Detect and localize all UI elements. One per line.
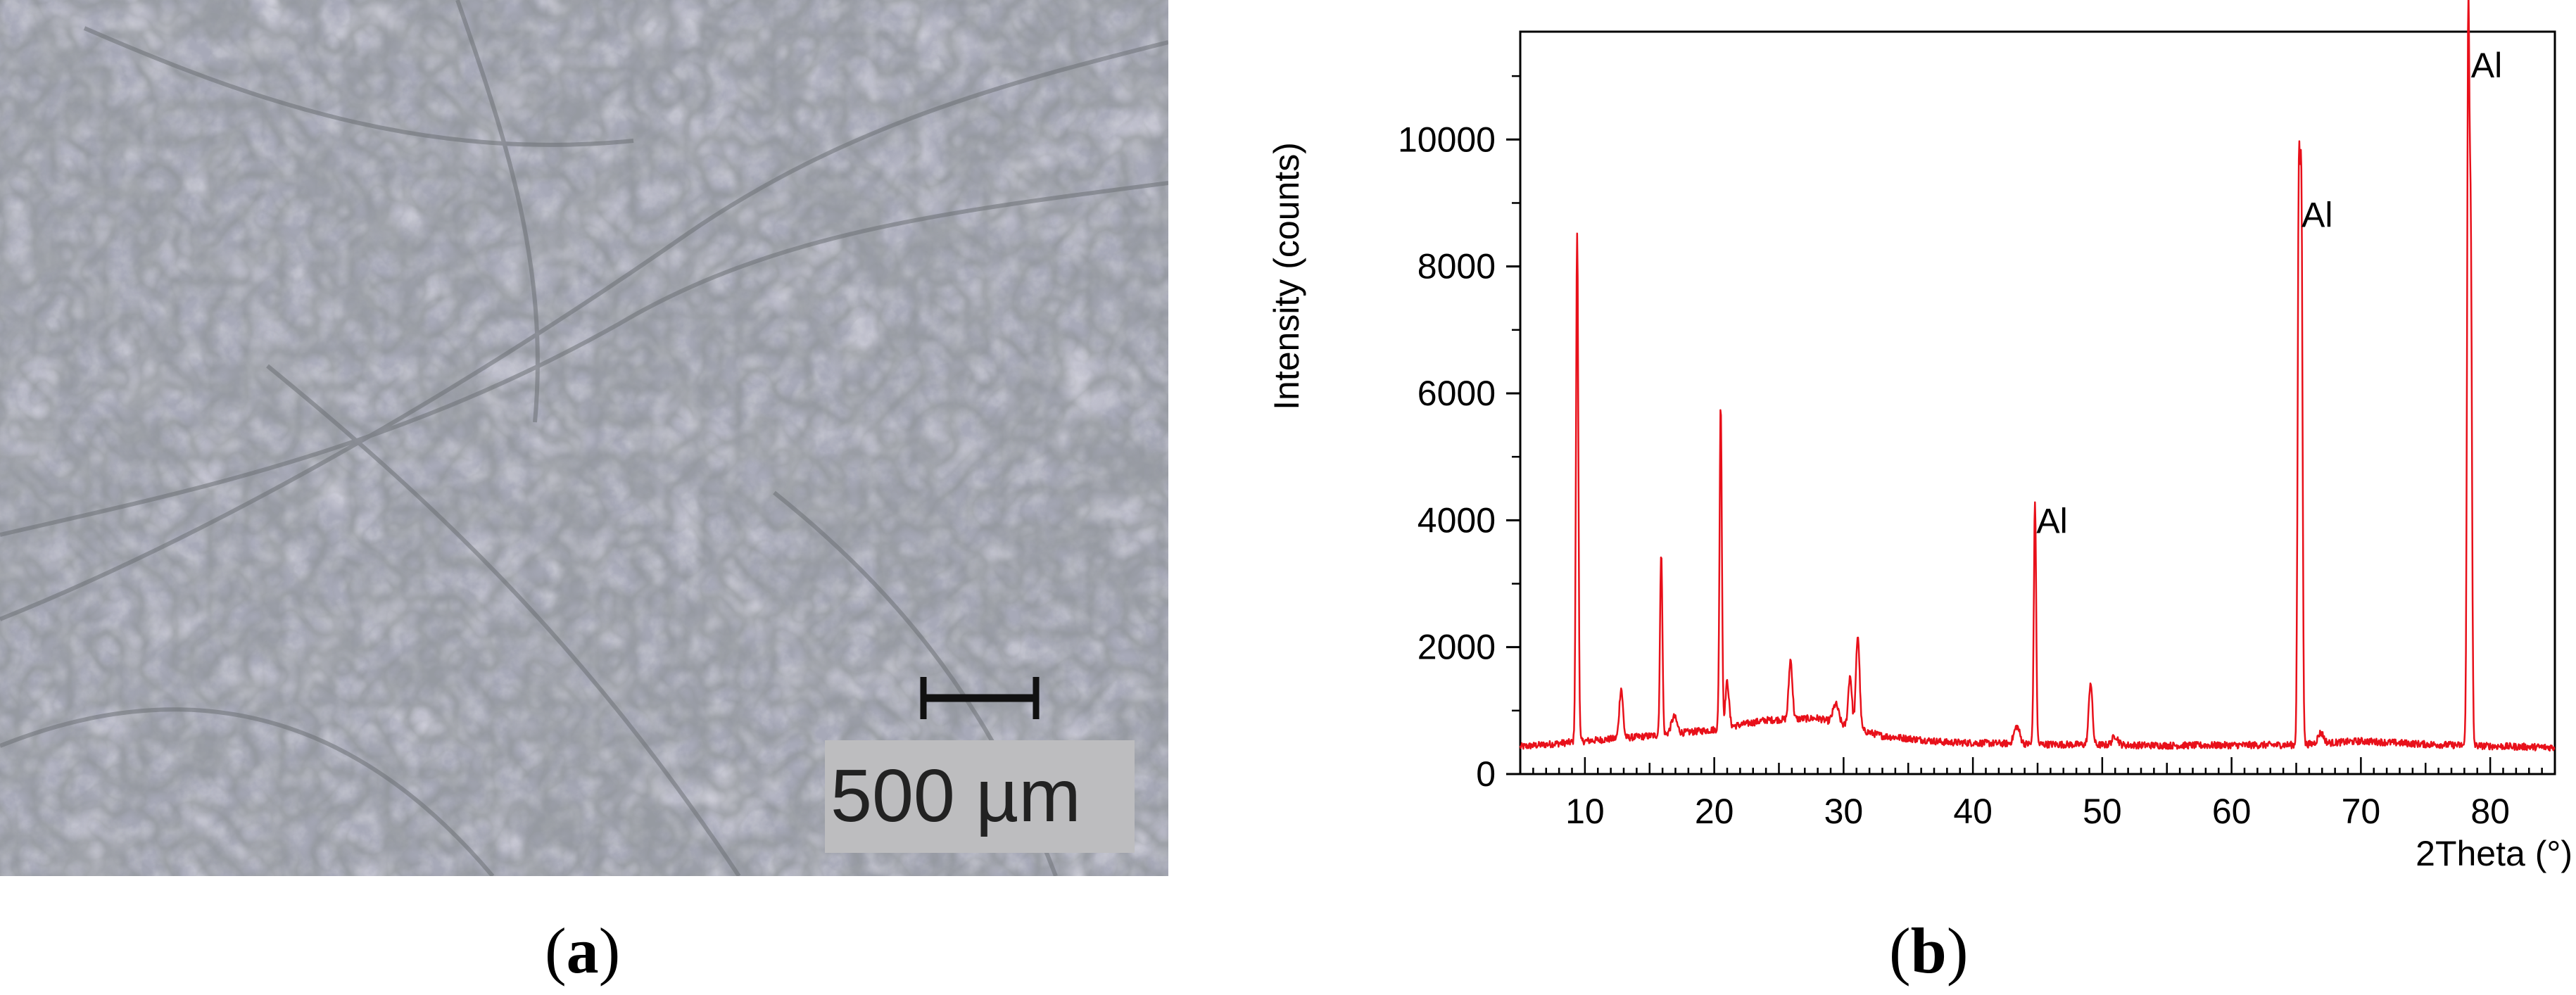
x-tick-label: 40: [1953, 792, 1993, 831]
peak-annotation-al: Al: [2302, 196, 2332, 235]
y-tick-label: 0: [1476, 754, 1496, 794]
x-tick-label: 80: [2470, 792, 2510, 831]
x-tick-label: 30: [1824, 792, 1864, 831]
x-tick-label: 20: [1695, 792, 1734, 831]
peak-annotation-al: Al: [2036, 501, 2067, 540]
micrograph-image: 500 µm: [0, 0, 1168, 876]
caption-b-letter: b: [1910, 915, 1947, 987]
peak-annotation-al: Al: [2471, 46, 2502, 85]
caption-a-close: ): [598, 915, 621, 987]
xrd-chart-panel: 10 20 30 40 50 60 70 80 0 2000 4000 6000 8000 10000 In…: [1232, 0, 2576, 915]
scale-bar-label: 500 µm: [831, 754, 1081, 837]
scale-bar: 500 µm: [825, 677, 1135, 853]
micrograph-panel: 500 µm: [0, 0, 1168, 876]
x-tick-label: 50: [2083, 792, 2122, 831]
caption-b-close: ): [1946, 915, 1969, 987]
y-tick-label: 4000: [1418, 500, 1496, 540]
y-tick-label: 6000: [1418, 374, 1496, 413]
x-axis-label: 2Theta (°): [2416, 834, 2572, 873]
caption-a-letter: a: [566, 915, 599, 987]
caption-b-open: (: [1889, 915, 1911, 987]
x-tick-label: 10: [1565, 792, 1605, 831]
caption-a-open: (: [545, 915, 567, 987]
caption-b: (b): [1889, 913, 1968, 988]
scale-bar-label-box: [825, 740, 1135, 853]
y-tick-label: 8000: [1418, 247, 1496, 286]
micrograph-fibers: [0, 0, 1168, 876]
xrd-chart: 10 20 30 40 50 60 70 80 0 2000 4000 6000 8000 10000 In…: [1267, 0, 2572, 873]
y-axis-label: Intensity (counts): [1267, 142, 1306, 410]
caption-a: (a): [545, 913, 620, 988]
xrd-trace: [1519, 0, 2556, 752]
y-tick-label: 10000: [1398, 120, 1496, 159]
x-tick-label: 60: [2212, 792, 2252, 831]
x-tick-label: 70: [2342, 792, 2381, 831]
y-tick-label: 2000: [1418, 628, 1496, 667]
